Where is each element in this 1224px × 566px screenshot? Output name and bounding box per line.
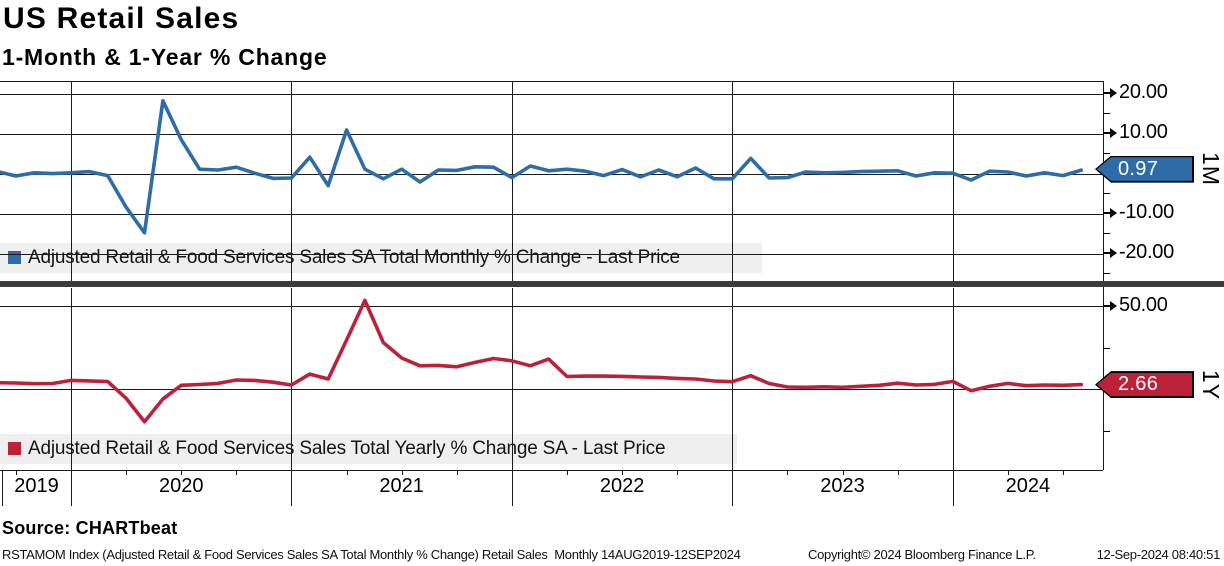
y-tick-label: 10.00 xyxy=(1119,121,1168,144)
legend-yearly[interactable]: Adjusted Retail & Food Services Sales To… xyxy=(0,434,737,464)
x-axis-quarter-tick xyxy=(1007,470,1009,475)
year-gridline xyxy=(291,288,293,470)
x-axis-quarter-tick xyxy=(787,470,789,475)
x-axis-quarter-tick xyxy=(401,470,403,475)
last-price-value-1y: 2.66 xyxy=(1118,373,1159,396)
y-tick-arrow-icon xyxy=(1110,301,1117,311)
flag-fill xyxy=(1097,372,1193,397)
year-gridline xyxy=(511,82,513,284)
flag-fill xyxy=(1097,157,1193,181)
yearly-change-plot[interactable] xyxy=(0,288,1103,471)
y-minor-tick xyxy=(1103,273,1110,274)
h-gridline xyxy=(0,94,1103,95)
x-axis-year-separator xyxy=(952,470,954,506)
y-tick xyxy=(1103,92,1115,94)
year-gridline xyxy=(511,288,513,470)
h-gridline xyxy=(0,254,1103,255)
x-axis-quarter-tick xyxy=(346,470,348,475)
year-gridline xyxy=(952,82,954,284)
y-tick-label: 20.00 xyxy=(1119,81,1168,104)
x-axis-year-label: 2022 xyxy=(599,475,645,497)
h-gridline xyxy=(0,214,1103,215)
yearly-change-line xyxy=(0,298,1084,424)
x-axis-quarter-tick xyxy=(15,470,17,475)
panel-splitter[interactable] xyxy=(0,281,1224,287)
monthly-change-line-svg xyxy=(0,98,1084,235)
monthly-change-line xyxy=(0,98,1084,235)
y-minor-tick xyxy=(1103,347,1110,349)
panel-side-label-1m: 1M xyxy=(1198,152,1224,187)
y-minor-tick xyxy=(1103,193,1110,194)
monthly-change-plot[interactable] xyxy=(0,81,1103,284)
x-axis-band: 2019 2020 2021 2022 2023 2024 xyxy=(0,470,1224,508)
page-subtitle: 1-Month & 1-Year % Change xyxy=(2,44,328,70)
year-gridline xyxy=(71,82,72,284)
y-tick-label: 50.00 xyxy=(1119,294,1168,317)
x-axis-year-label: 2023 xyxy=(820,475,865,497)
legend-monthly[interactable]: Adjusted Retail & Food Services Sales SA… xyxy=(0,243,762,273)
y-tick xyxy=(1103,132,1115,134)
right-y-axis-line xyxy=(1103,81,1104,470)
y-minor-tick xyxy=(1103,430,1110,432)
h-gridline xyxy=(0,306,1103,307)
x-axis-quarter-tick xyxy=(181,470,183,475)
yearly-change-line-svg xyxy=(0,298,1084,424)
x-axis-year-separator xyxy=(71,470,72,506)
x-axis-quarter-tick xyxy=(677,470,679,475)
x-axis-quarter-tick xyxy=(842,470,844,475)
legend-swatch-yearly xyxy=(8,442,21,455)
x-axis-year-separator xyxy=(2,470,3,506)
x-axis-year-label: 2020 xyxy=(158,475,204,497)
y-tick-arrow-icon xyxy=(1110,248,1117,258)
x-axis-year-separator xyxy=(291,470,293,506)
last-price-flag-1m[interactable]: 0.97 xyxy=(1095,155,1194,183)
y-tick-label: -10.00 xyxy=(1119,201,1174,224)
y-minor-tick xyxy=(1103,153,1110,154)
x-axis-year-separator xyxy=(732,470,734,506)
y-tick xyxy=(1103,212,1115,214)
x-axis-quarter-tick xyxy=(622,470,624,475)
x-axis-year-label: 2019 xyxy=(14,475,59,497)
year-gridline xyxy=(732,288,734,470)
x-axis-quarter-tick xyxy=(126,470,128,475)
x-axis-year-label: 2021 xyxy=(379,475,424,497)
year-gridline xyxy=(732,82,734,284)
page-title: US Retail Sales xyxy=(3,2,240,35)
h-gridline xyxy=(0,174,1103,175)
panel-side-label-1y: 1Y xyxy=(1198,369,1224,400)
x-axis-quarter-tick xyxy=(456,470,458,475)
x-axis-quarter-tick xyxy=(1062,470,1064,475)
y-tick-arrow-icon xyxy=(1110,208,1117,218)
year-gridline xyxy=(952,288,954,470)
y-tick xyxy=(1103,252,1115,254)
legend-label-monthly: Adjusted Retail & Food Services Sales SA… xyxy=(28,247,680,268)
x-axis-quarter-tick xyxy=(566,470,568,475)
y-tick-arrow-icon xyxy=(1110,88,1117,98)
x-axis-quarter-tick xyxy=(897,470,899,475)
x-axis-year-separator xyxy=(511,470,513,506)
year-gridline xyxy=(291,82,293,284)
footer: RSTAMOM Index (Adjusted Retail & Food Se… xyxy=(2,547,1222,563)
y-tick-arrow-icon xyxy=(1110,128,1117,138)
y-tick xyxy=(1103,305,1115,307)
legend-label-yearly: Adjusted Retail & Food Services Sales To… xyxy=(28,438,666,459)
y-minor-tick xyxy=(1103,233,1110,234)
x-axis-quarter-tick xyxy=(236,470,238,475)
footer-copyright: Copyright© 2024 Bloomberg Finance L.P. xyxy=(808,547,1036,562)
footer-ticker-info: RSTAMOM Index (Adjusted Retail & Food Se… xyxy=(2,547,741,562)
last-price-flag-1y[interactable]: 2.66 xyxy=(1095,371,1194,399)
y-minor-tick xyxy=(1103,113,1110,114)
h-gridline xyxy=(0,134,1103,135)
last-price-value-1m: 0.97 xyxy=(1118,157,1159,180)
footer-datetime: 12-Sep-2024 08:40:51 xyxy=(1096,547,1221,562)
y-tick-label: -20.00 xyxy=(1119,241,1174,264)
x-axis-year-label: 2024 xyxy=(1005,475,1051,497)
h-gridline xyxy=(0,389,1103,390)
source-line: Source: CHARTbeat xyxy=(2,518,178,538)
